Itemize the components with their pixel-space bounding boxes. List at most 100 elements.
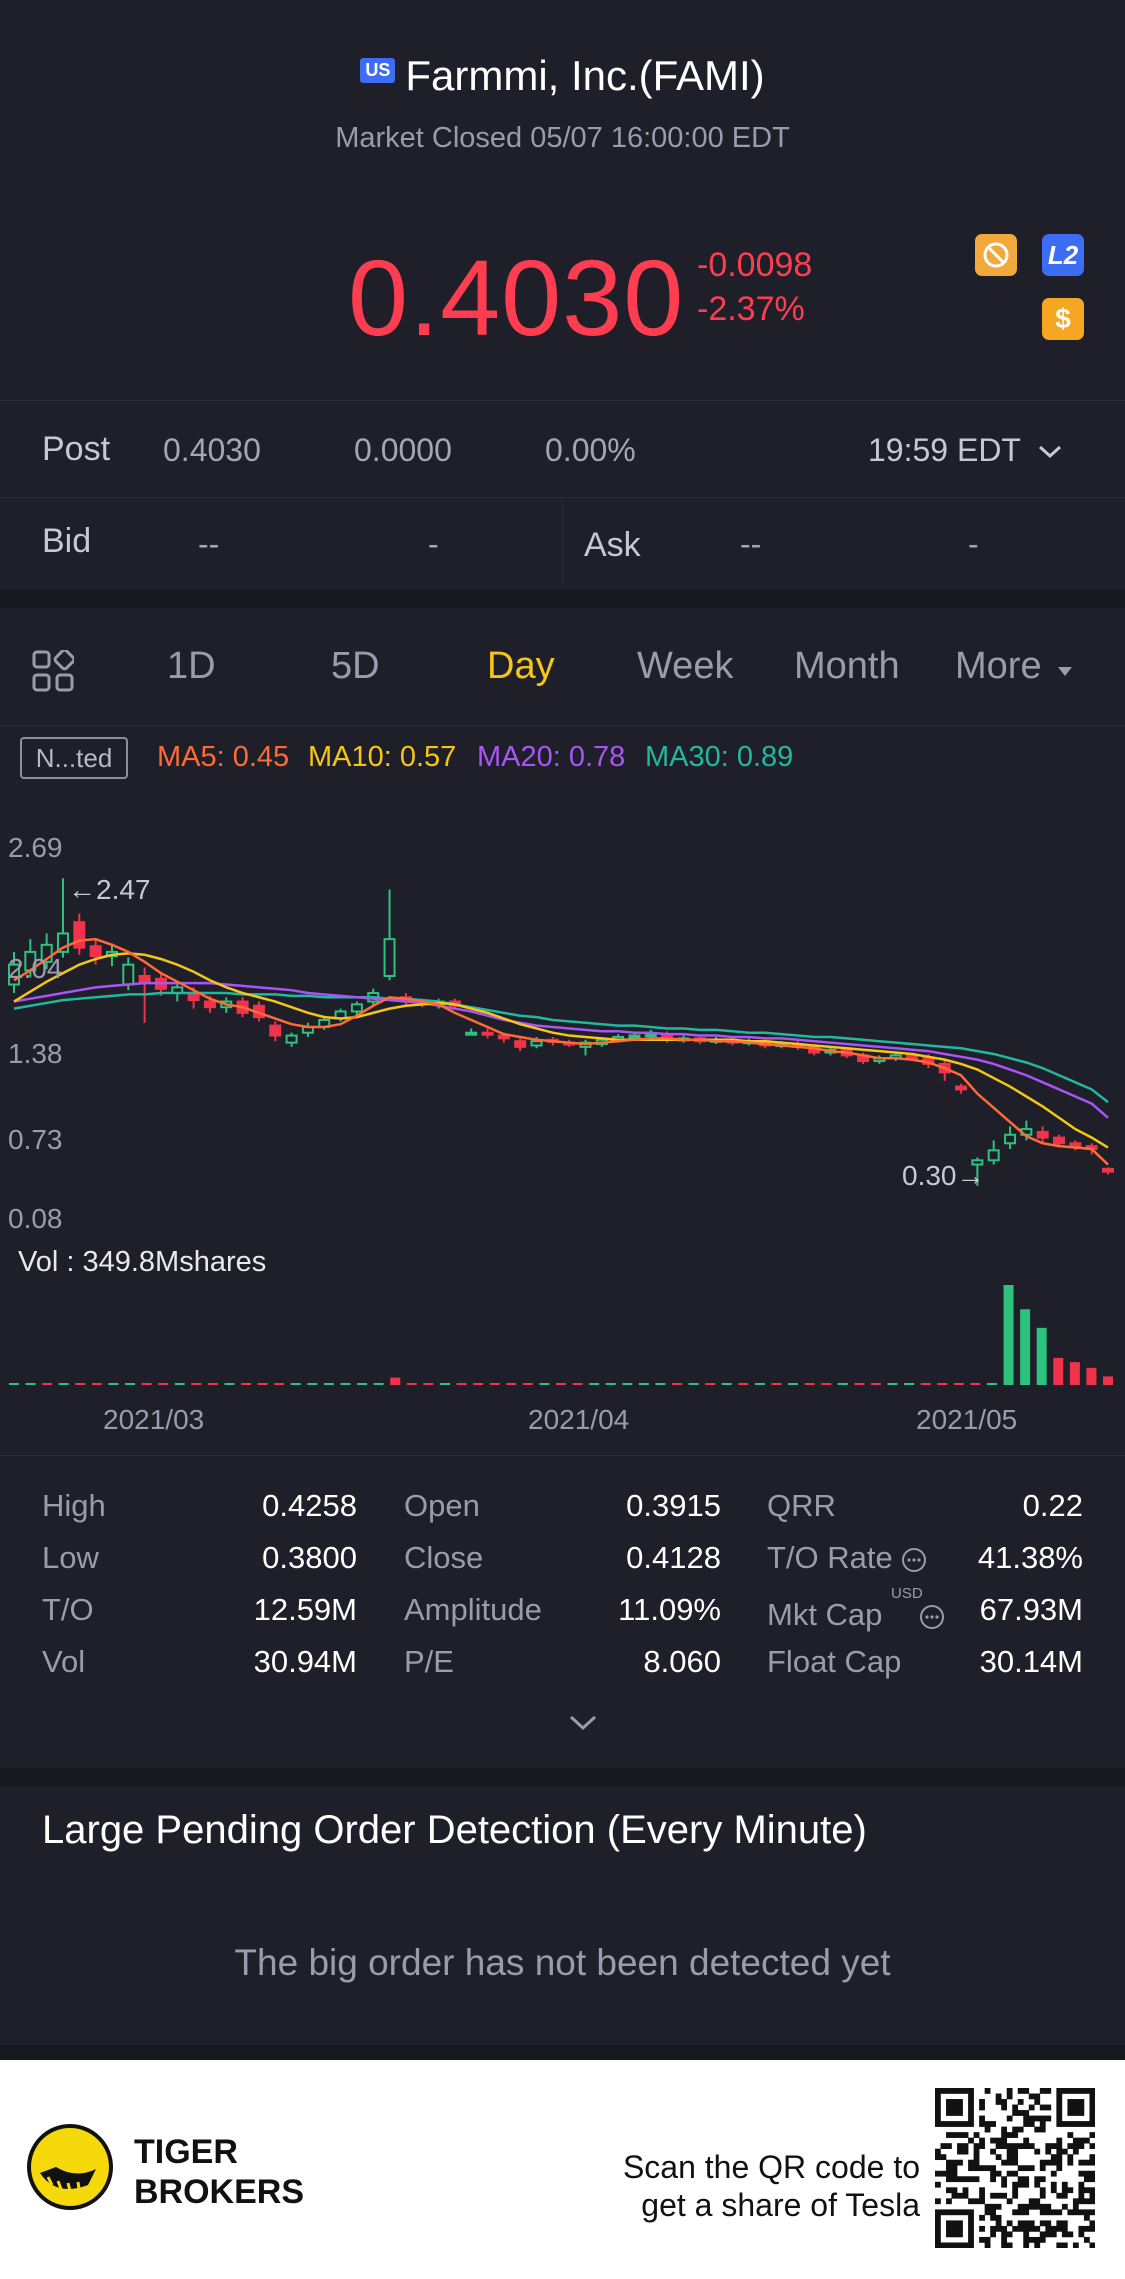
alert-bell-icon[interactable] (975, 234, 1017, 276)
tab-day[interactable]: Day (487, 645, 555, 687)
qr-module (935, 2104, 941, 2111)
qr-module (1089, 2192, 1095, 2199)
qr-module (1061, 2121, 1068, 2127)
qr-module (1067, 2099, 1074, 2105)
qr-module (1017, 2181, 1024, 2188)
qr-module (1056, 2088, 1063, 2094)
qr-module (973, 2176, 980, 2183)
qr-module (935, 2099, 941, 2105)
qr-module (1028, 2115, 1035, 2122)
qr-module (1012, 2170, 1019, 2177)
qr-module (957, 2176, 963, 2183)
dollar-icon[interactable]: $ (1042, 298, 1084, 340)
indicator-mode-button[interactable]: N...ted (20, 737, 128, 779)
qr-module (1078, 2198, 1085, 2205)
qr-module (1028, 2203, 1035, 2210)
volume-bar (323, 1383, 334, 1385)
candlestick-chart[interactable] (0, 800, 1125, 1420)
tab-more[interactable]: More (955, 645, 1074, 688)
qr-module (968, 2088, 974, 2094)
qr-module (957, 2110, 963, 2116)
tab-week[interactable]: Week (637, 645, 734, 687)
stat-label[interactable]: Mkt Cap USD (767, 1585, 945, 1633)
qr-module (968, 2104, 974, 2111)
qr-module (968, 2236, 974, 2243)
low-marker: 0.30→ (902, 1160, 985, 1191)
volume-bar (357, 1383, 368, 1385)
qr-module (957, 2231, 963, 2238)
qr-module (979, 2187, 985, 2194)
qr-module (962, 2242, 969, 2248)
info-dots-icon[interactable] (919, 1604, 945, 1630)
qr-module (990, 2214, 996, 2221)
volume-bar (589, 1383, 600, 1385)
stat-label[interactable]: T/O Rate (767, 1540, 927, 1576)
stat-value: 41.38% (977, 1540, 1083, 1575)
qr-module (979, 2121, 985, 2127)
qr-module (1089, 2242, 1095, 2248)
qr-module (962, 2143, 969, 2149)
qr-module (995, 2154, 1002, 2161)
stat-value: 0.3915 (626, 1488, 721, 1523)
qr-module (1034, 2093, 1041, 2100)
tab-month[interactable]: Month (794, 645, 900, 687)
qr-module (968, 2220, 974, 2227)
qr-module (940, 2143, 947, 2149)
tiger-logo-icon (26, 2123, 114, 2216)
candle-body (481, 1031, 494, 1036)
qr-module (1061, 2242, 1068, 2248)
tab-1d[interactable]: 1D (167, 645, 216, 687)
qr-module (1023, 2165, 1030, 2172)
volume-bar (539, 1383, 550, 1385)
qr-module (1056, 2165, 1063, 2172)
qr-module (957, 2148, 963, 2155)
post-time[interactable]: 19:59 EDT (868, 432, 1063, 469)
qr-module (973, 2154, 980, 2161)
qr-module (1089, 2115, 1095, 2122)
stock-title[interactable]: Farmmi, Inc.(FAMI) (405, 52, 765, 99)
brand-name: TIGER BROKERS (134, 2132, 304, 2212)
info-dots-icon[interactable] (901, 1547, 927, 1573)
expand-stats-chevron-icon[interactable] (565, 1712, 601, 1739)
qr-module (968, 2110, 974, 2116)
volume-bar (307, 1383, 318, 1385)
qr-module (1028, 2104, 1035, 2111)
tab-5d[interactable]: 5D (331, 645, 380, 687)
qr-module (951, 2225, 958, 2232)
level2-icon[interactable]: L2 (1042, 234, 1084, 276)
qr-module (1039, 2104, 1046, 2111)
qr-module (1067, 2110, 1074, 2116)
qr-module (1001, 2225, 1008, 2232)
stat-label-text: T/O Rate (767, 1540, 893, 1575)
qr-module (1045, 2159, 1052, 2166)
stat-label: Open (404, 1488, 480, 1523)
qr-module (957, 2209, 963, 2216)
y-tick-label: 2.69 (8, 832, 63, 863)
volume-bar (406, 1383, 417, 1385)
qr-module (968, 2165, 974, 2172)
qr-module (946, 2231, 952, 2238)
candle-body (1036, 1130, 1049, 1139)
qr-module (962, 2176, 969, 2183)
qr-module (1078, 2209, 1085, 2216)
candle-body (971, 1159, 984, 1166)
qr-module (1089, 2176, 1095, 2183)
qr-module (979, 2137, 985, 2144)
qr-module (946, 2242, 952, 2248)
qr-module (1001, 2137, 1008, 2144)
qr-module (1039, 2176, 1046, 2183)
qr-module (1072, 2088, 1079, 2094)
qr-module (1034, 2203, 1041, 2210)
volume-bar (887, 1383, 898, 1385)
qr-code-icon[interactable] (935, 2088, 1095, 2248)
qr-module (951, 2159, 958, 2166)
qr-module (968, 2242, 974, 2248)
qr-module (1017, 2176, 1024, 2183)
grid-layout-icon[interactable] (32, 648, 76, 697)
candle-body (8, 963, 20, 986)
qr-module (962, 2088, 969, 2094)
qr-module (935, 2236, 941, 2243)
qr-module (1089, 2099, 1095, 2105)
qr-module (1023, 2236, 1030, 2243)
qr-module (935, 2088, 941, 2094)
